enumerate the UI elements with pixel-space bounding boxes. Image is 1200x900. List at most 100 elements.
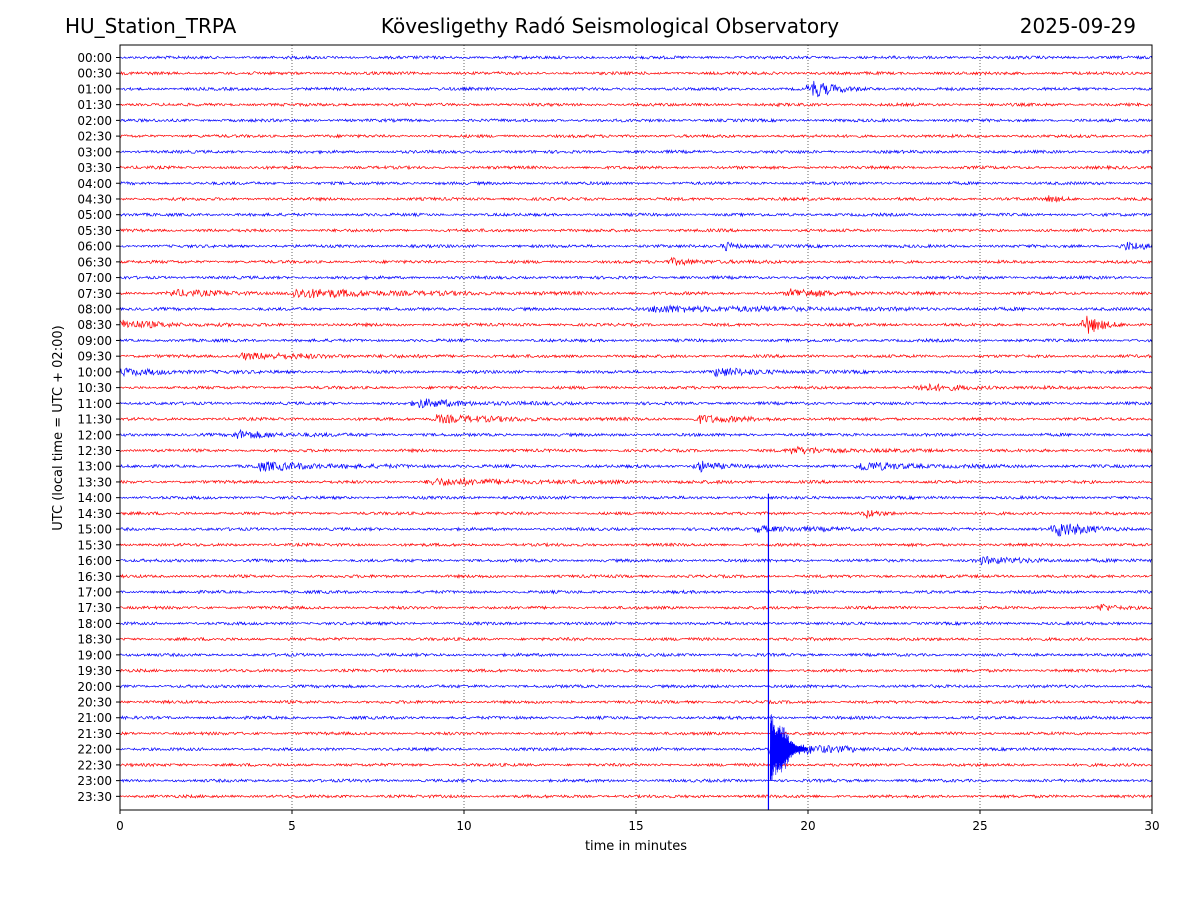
x-tick-label: 25	[972, 819, 987, 833]
record-date: 2025-09-29	[1019, 14, 1136, 38]
trace-0200	[120, 117, 1152, 123]
trace-0700	[120, 274, 1152, 281]
row-label-1430: 14:30	[77, 507, 112, 521]
trace-0000	[120, 54, 1152, 60]
row-label-0800: 08:00	[77, 303, 112, 317]
x-tick-label: 30	[1144, 819, 1159, 833]
x-tick-label: 10	[456, 819, 471, 833]
trace-0830	[120, 315, 1152, 334]
row-label-1630: 16:30	[77, 570, 112, 584]
trace-1930	[120, 667, 1152, 674]
trace-2300	[120, 777, 1152, 784]
trace-0300	[120, 149, 1152, 155]
row-label-1730: 17:30	[77, 601, 112, 615]
trace-0100	[120, 80, 1152, 98]
row-label-1100: 11:00	[77, 397, 112, 411]
trace-0930	[120, 351, 1152, 361]
y-axis-label: UTC (local time = UTC + 02:00)	[51, 325, 66, 530]
trace-2000	[120, 683, 1152, 689]
trace-0030	[120, 70, 1152, 76]
row-label-0500: 05:00	[77, 208, 112, 222]
trace-2330	[120, 793, 1152, 799]
row-label-1200: 12:00	[77, 428, 112, 442]
row-label-1900: 19:00	[77, 648, 112, 662]
trace-0530	[120, 227, 1152, 233]
row-label-2200: 22:00	[77, 743, 112, 757]
trace-0800	[120, 304, 1152, 314]
x-axis-ticks: 0 5 10 15 20 25 30	[116, 810, 1160, 833]
row-label-1530: 15:30	[77, 538, 112, 552]
trace-1900	[120, 652, 1152, 658]
trace-1130	[120, 413, 1152, 425]
row-label-2030: 20:30	[77, 696, 112, 710]
trace-2200	[120, 741, 1152, 757]
row-label-0600: 06:00	[77, 240, 112, 254]
trace-1430	[120, 509, 1152, 519]
row-label-0230: 02:30	[77, 130, 112, 144]
trace-1530	[120, 541, 1152, 548]
trace-0500	[120, 211, 1152, 218]
trace-1600	[120, 556, 1152, 566]
row-label-1030: 10:30	[77, 381, 112, 395]
row-label-2000: 20:00	[77, 680, 112, 694]
row-label-0300: 03:00	[77, 145, 112, 159]
row-label-2300: 23:00	[77, 774, 112, 788]
trace-0400	[120, 180, 1152, 186]
trace-1100	[120, 398, 1152, 409]
trace-1830	[120, 636, 1152, 642]
row-label-0830: 08:30	[77, 318, 112, 332]
trace-2230	[120, 762, 1152, 768]
row-label-1830: 18:30	[77, 633, 112, 647]
row-label-0100: 01:00	[77, 82, 112, 96]
trace-0130	[120, 101, 1152, 108]
trace-1200	[120, 428, 1152, 439]
row-label-1500: 15:00	[77, 523, 112, 537]
row-label-0900: 09:00	[77, 334, 112, 348]
row-label-1300: 13:00	[77, 460, 112, 474]
row-label-1600: 16:00	[77, 554, 112, 568]
row-label-2230: 22:30	[77, 758, 112, 772]
trace-0730	[120, 288, 1152, 299]
x-tick-label: 20	[800, 819, 815, 833]
row-label-0730: 07:30	[77, 287, 112, 301]
trace-1300	[120, 460, 1152, 473]
row-label-0030: 00:30	[77, 67, 112, 81]
row-label-0130: 01:30	[77, 98, 112, 112]
row-label-1700: 17:00	[77, 585, 112, 599]
trace-0600	[120, 241, 1152, 252]
trace-layer	[120, 54, 1152, 799]
trace-2100	[120, 715, 1152, 721]
trace-1730	[120, 603, 1152, 612]
row-label-1000: 10:00	[77, 365, 112, 379]
row-label-0430: 04:30	[77, 192, 112, 206]
trace-1330	[120, 477, 1152, 487]
row-label-1800: 18:00	[77, 617, 112, 631]
trace-1030	[120, 382, 1152, 392]
trace-0330	[120, 164, 1152, 171]
grid-layer	[291, 45, 981, 810]
row-label-0630: 06:30	[77, 255, 112, 269]
trace-1500	[120, 523, 1152, 537]
row-label-0700: 07:00	[77, 271, 112, 285]
trace-1700	[120, 589, 1152, 595]
row-label-0530: 05:30	[77, 224, 112, 238]
row-label-1400: 14:00	[77, 491, 112, 505]
trace-2030	[120, 699, 1152, 705]
trace-1630	[120, 573, 1152, 579]
trace-1800	[120, 620, 1152, 627]
row-label-1130: 11:30	[77, 413, 112, 427]
row-label-0200: 02:00	[77, 114, 112, 128]
observatory-title: Kövesligethy Radó Seismological Observat…	[380, 14, 840, 38]
row-label-1230: 12:30	[77, 444, 112, 458]
trace-1400	[120, 494, 1152, 501]
row-label-1930: 19:30	[77, 664, 112, 678]
x-tick-label: 5	[288, 819, 296, 833]
row-label-0330: 03:30	[77, 161, 112, 175]
trace-2130	[120, 730, 1152, 737]
earthquake-layer	[767, 493, 809, 810]
trace-0430	[120, 195, 1152, 203]
row-label-1330: 13:30	[77, 475, 112, 489]
row-label-2330: 23:30	[77, 790, 112, 804]
x-tick-label: 15	[628, 819, 643, 833]
